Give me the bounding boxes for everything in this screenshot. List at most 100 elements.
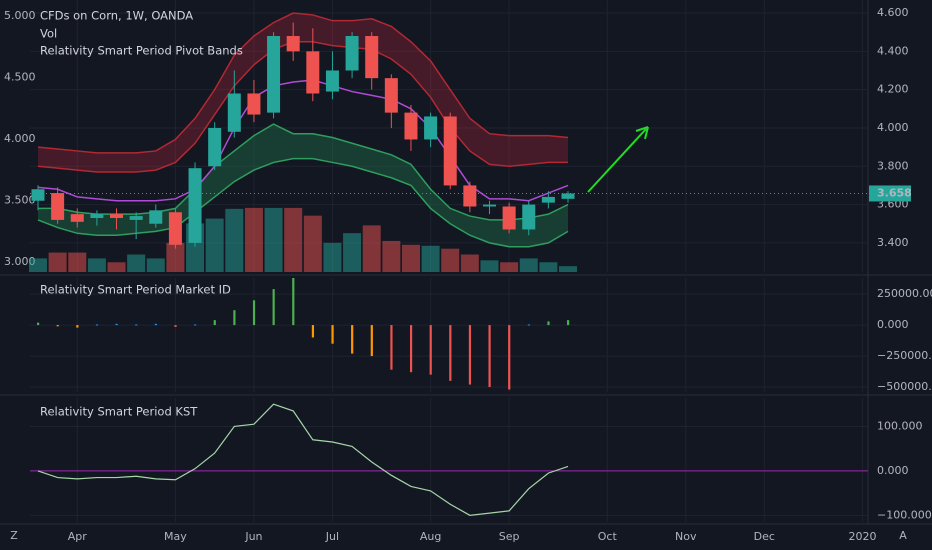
volume-bar bbox=[303, 215, 322, 272]
candle-body bbox=[365, 36, 379, 79]
volume-bar bbox=[166, 242, 185, 272]
candle-body bbox=[129, 216, 143, 220]
volume-bar bbox=[48, 252, 67, 272]
x-tick-label: Nov bbox=[675, 530, 697, 543]
control-icon[interactable]: A bbox=[899, 529, 907, 542]
histogram-bar bbox=[488, 325, 491, 388]
candle-body bbox=[31, 189, 45, 201]
panel-title: Relativity Smart Period KST bbox=[40, 405, 198, 419]
volume-bar bbox=[460, 254, 479, 272]
histogram-bar bbox=[154, 323, 157, 326]
histogram-bar bbox=[135, 324, 138, 326]
histogram-bar bbox=[115, 323, 118, 326]
histogram-bar bbox=[272, 289, 275, 326]
volume-bar bbox=[264, 207, 283, 272]
y-tick-label: 4.600 bbox=[877, 6, 909, 19]
x-tick-label: Apr bbox=[68, 530, 88, 543]
volume-bar bbox=[323, 242, 342, 272]
y-tick-label: 0.000 bbox=[877, 318, 909, 331]
histogram-bar bbox=[56, 325, 59, 327]
y-tick-label: 100.000 bbox=[877, 419, 923, 432]
candle-body bbox=[384, 78, 398, 113]
trend-arrow bbox=[587, 128, 647, 193]
volume-bar bbox=[107, 262, 126, 272]
candle-body bbox=[227, 93, 241, 132]
y-tick-label: 0.000 bbox=[877, 464, 909, 477]
left-tick-label: 5.000 bbox=[4, 9, 36, 22]
histogram-bar bbox=[331, 325, 334, 344]
histogram-bar bbox=[311, 325, 315, 338]
volume-bar bbox=[68, 252, 87, 272]
histogram-bar bbox=[370, 325, 373, 357]
last-price-label: 3.658 bbox=[877, 186, 912, 199]
volume-bar bbox=[244, 207, 263, 272]
volume-bar bbox=[146, 258, 165, 272]
candle-body bbox=[502, 206, 516, 230]
candle-body bbox=[306, 51, 320, 94]
volume-bar bbox=[382, 240, 401, 272]
x-tick-label: 2020 bbox=[848, 530, 876, 543]
x-tick-label: Aug bbox=[420, 530, 441, 543]
histogram-bar bbox=[429, 325, 432, 375]
y-tick-label: 4.000 bbox=[877, 121, 909, 134]
y-tick-label: −100.000 bbox=[877, 508, 932, 521]
left-tick-label: 3.500 bbox=[4, 194, 36, 207]
volume-bar bbox=[87, 258, 106, 272]
histogram-bar bbox=[351, 325, 354, 354]
volume-bar bbox=[441, 248, 460, 272]
volume-bar bbox=[29, 258, 47, 272]
candle-body bbox=[561, 193, 575, 199]
y-tick-label: 250000.000 bbox=[877, 287, 932, 300]
candle-body bbox=[110, 214, 124, 218]
candle-body bbox=[345, 36, 359, 71]
histogram-bar bbox=[527, 324, 530, 326]
volume-bar bbox=[539, 262, 558, 272]
band-lower bbox=[37, 157, 569, 248]
y-tick-label: 4.200 bbox=[877, 83, 909, 96]
y-tick-label: −250000.000 bbox=[877, 349, 932, 362]
candle-body bbox=[267, 36, 281, 113]
indicator-title: Relativity Smart Period Pivot Bands bbox=[40, 44, 243, 58]
candle-body bbox=[541, 196, 555, 203]
band-fill bbox=[38, 13, 569, 173]
volume-bar bbox=[401, 244, 420, 272]
left-tick-label: 4.500 bbox=[4, 71, 36, 84]
histogram-bar bbox=[409, 325, 413, 373]
y-tick-label: 3.800 bbox=[877, 159, 909, 172]
histogram-bar bbox=[37, 322, 40, 326]
volume-bar bbox=[225, 208, 244, 272]
histogram-bar bbox=[95, 324, 99, 326]
histogram-bar bbox=[292, 278, 295, 326]
volume-bar bbox=[205, 218, 224, 272]
candle-body bbox=[70, 214, 84, 222]
volume-bar bbox=[362, 225, 381, 272]
midline bbox=[37, 79, 569, 202]
histogram-bar bbox=[567, 320, 570, 326]
x-tick-label: Jun bbox=[244, 530, 262, 543]
candle-body bbox=[522, 204, 536, 230]
candle-body bbox=[168, 212, 182, 245]
indicator-title: Vol bbox=[40, 27, 57, 41]
candle-body bbox=[404, 112, 418, 140]
histogram-bar bbox=[252, 300, 256, 326]
volume-bar bbox=[284, 207, 303, 272]
x-tick-label: Dec bbox=[754, 530, 775, 543]
left-tick-label: 3.000 bbox=[4, 255, 36, 268]
y-tick-label: 3.400 bbox=[877, 236, 909, 249]
candle-body bbox=[51, 193, 65, 220]
chart-title: CFDs on Corn, 1W, OANDA bbox=[40, 9, 193, 23]
candle-body bbox=[325, 70, 339, 92]
candle-body bbox=[443, 116, 457, 186]
kst-line bbox=[37, 403, 569, 516]
candle-body bbox=[208, 127, 222, 167]
band-lower bbox=[37, 41, 569, 173]
x-tick-label: Sep bbox=[499, 530, 520, 543]
panel-title: Relativity Smart Period Market ID bbox=[40, 283, 231, 297]
candle-body bbox=[90, 214, 104, 218]
candle-body bbox=[188, 168, 202, 243]
control-icon[interactable]: Z bbox=[10, 529, 18, 542]
histogram-bar bbox=[390, 325, 393, 370]
volume-bar bbox=[519, 258, 538, 272]
volume-bar bbox=[127, 254, 146, 272]
